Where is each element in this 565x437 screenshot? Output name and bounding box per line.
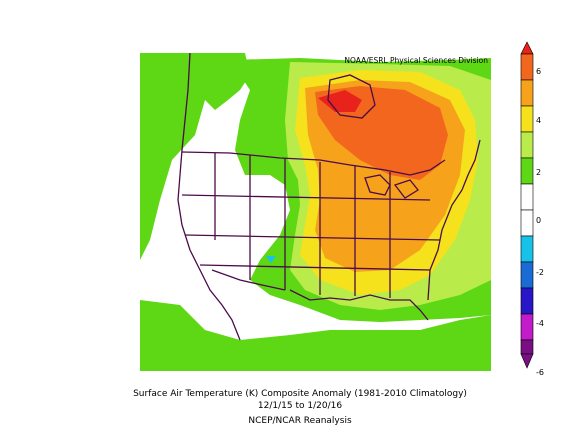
colorbar-tick: 0 bbox=[536, 216, 541, 225]
credit-text: NOAA/ESRL Physical Sciences Division bbox=[344, 56, 488, 65]
colorbar-tick: 2 bbox=[536, 168, 541, 177]
colorbar: 6 4 2 0 -2 -4 -6 bbox=[520, 41, 544, 377]
colorbar-bin bbox=[520, 209, 534, 237]
colorbar-tick: 6 bbox=[536, 67, 541, 76]
anomaly-zone-cyan bbox=[266, 256, 276, 263]
colorbar-bin bbox=[520, 261, 534, 289]
west-coast bbox=[177, 53, 241, 341]
colorbar-bin bbox=[520, 313, 534, 341]
anomaly-zone-green-west bbox=[140, 53, 205, 260]
caption-line-1: Surface Air Temperature (K) Composite An… bbox=[133, 389, 467, 399]
colorbar-bin bbox=[520, 235, 534, 263]
colorbar-bin bbox=[520, 131, 534, 159]
colorbar-bin bbox=[520, 339, 534, 355]
colorbar-tick: -4 bbox=[536, 319, 544, 328]
state-lines bbox=[181, 153, 441, 298]
colorbar-bin bbox=[520, 157, 534, 185]
colorbar-bin bbox=[520, 79, 534, 107]
hudson-bay bbox=[327, 74, 376, 119]
caption-line-2: 12/1/15 to 1/20/16 bbox=[258, 401, 342, 411]
colorbar-bin bbox=[520, 105, 534, 133]
us-canada-border bbox=[181, 151, 446, 176]
colorbar-bin bbox=[520, 287, 534, 315]
east-coast bbox=[427, 139, 481, 301]
us-mexico-border bbox=[211, 269, 286, 291]
colorbar-tick: -6 bbox=[536, 368, 544, 377]
colorbar-tick: -2 bbox=[536, 268, 544, 277]
caption-line-3: NCEP/NCAR Reanalysis bbox=[248, 416, 352, 426]
great-lakes bbox=[364, 174, 419, 199]
anomaly-zone-green-south bbox=[140, 300, 491, 371]
gulf-coast bbox=[289, 289, 429, 321]
colorbar-bin bbox=[520, 183, 534, 211]
colorbar-tick: 4 bbox=[536, 116, 541, 125]
boundaries bbox=[177, 53, 481, 341]
map-panel bbox=[140, 53, 491, 371]
colorbar-bin bbox=[520, 53, 534, 81]
anomaly-zone-green-alaska bbox=[180, 53, 250, 110]
colorbar-cap-top bbox=[520, 41, 534, 55]
colorbar-cap-bottom bbox=[520, 353, 534, 369]
